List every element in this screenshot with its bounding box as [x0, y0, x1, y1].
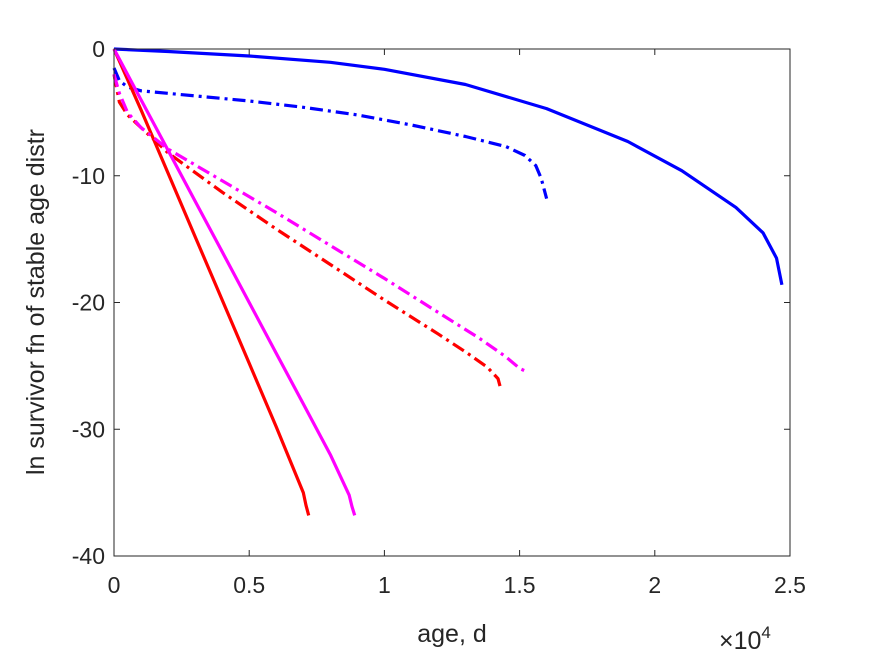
plot-background — [114, 49, 790, 556]
x-axis-exponent-base: ×10 — [719, 627, 761, 655]
x-axis-exponent: ×104 — [719, 623, 771, 655]
y-tick-label: -40 — [72, 543, 105, 569]
series-line-6 — [112, 73, 526, 373]
x-axis-exponent-power: 4 — [761, 623, 770, 642]
series-layer — [112, 47, 784, 516]
y-tick-label: -10 — [72, 163, 105, 189]
y-axis: 0 -10 -20 -30 -40 — [72, 36, 790, 569]
series-line-1 — [113, 47, 784, 286]
x-tick-label: 0 — [108, 572, 121, 598]
y-tick-label: 0 — [92, 36, 105, 62]
x-tick-label: 2.5 — [774, 572, 806, 598]
y-axis-label: ln survivor fn of stable age distr — [22, 129, 50, 475]
series-line-5 — [112, 48, 357, 516]
x-tick-label: 1.5 — [504, 572, 536, 598]
x-tick-label: 2 — [648, 572, 661, 598]
y-tick-label: -30 — [72, 416, 105, 442]
y-tick-label: -20 — [72, 290, 105, 316]
x-tick-label: 0.5 — [233, 572, 265, 598]
x-axis: 0 0.5 1 1.5 2 2.5 — [108, 49, 806, 598]
x-tick-label: 1 — [378, 572, 391, 598]
x-axis-label: age, d — [417, 620, 487, 648]
